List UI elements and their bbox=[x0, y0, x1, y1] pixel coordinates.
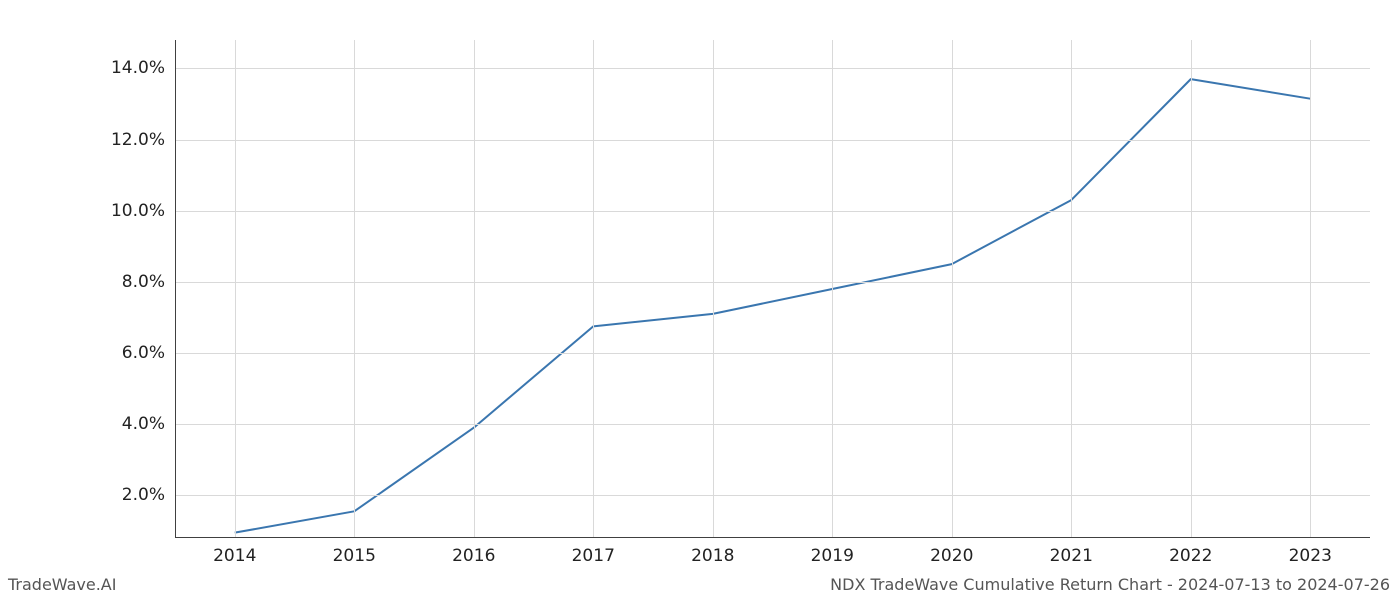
x-tick-label: 2020 bbox=[930, 538, 973, 566]
x-tick-label: 2023 bbox=[1289, 538, 1332, 566]
y-tick-label: 10.0% bbox=[111, 201, 175, 221]
axis-spine-bottom bbox=[175, 537, 1370, 538]
x-tick-label: 2022 bbox=[1169, 538, 1212, 566]
y-tick-label: 6.0% bbox=[122, 343, 175, 363]
gridline-vertical bbox=[832, 40, 833, 538]
gridline-vertical bbox=[235, 40, 236, 538]
plot-area: 2.0%4.0%6.0%8.0%10.0%12.0%14.0%201420152… bbox=[175, 40, 1370, 538]
x-tick-label: 2014 bbox=[213, 538, 256, 566]
gridline-vertical bbox=[713, 40, 714, 538]
x-tick-label: 2021 bbox=[1050, 538, 1093, 566]
gridline-vertical bbox=[354, 40, 355, 538]
x-tick-label: 2018 bbox=[691, 538, 734, 566]
chart-container: 2.0% 4.0% 6.0% 8.0% 10.0% 12.0% 14.0% 2014 2015 2… bbox=[0, 0, 1400, 600]
line-series-cumulative-return bbox=[235, 79, 1311, 533]
x-tick-label: 2017 bbox=[572, 538, 615, 566]
gridline-vertical bbox=[1310, 40, 1311, 538]
y-tick-label: 8.0% bbox=[122, 272, 175, 292]
gridline-vertical bbox=[952, 40, 953, 538]
x-tick-label: 2019 bbox=[811, 538, 854, 566]
y-tick-label: 12.0% bbox=[111, 130, 175, 150]
y-tick-label: 4.0% bbox=[122, 414, 175, 434]
gridline-vertical bbox=[1191, 40, 1192, 538]
gridline-vertical bbox=[1071, 40, 1072, 538]
gridline-vertical bbox=[593, 40, 594, 538]
footer-brand: TradeWave.AI bbox=[8, 575, 116, 594]
axis-spine-left bbox=[175, 40, 176, 538]
footer-caption: NDX TradeWave Cumulative Return Chart - … bbox=[830, 575, 1390, 594]
x-tick-label: 2015 bbox=[333, 538, 376, 566]
x-tick-label: 2016 bbox=[452, 538, 495, 566]
y-tick-label: 14.0% bbox=[111, 58, 175, 78]
y-tick-label: 2.0% bbox=[122, 485, 175, 505]
gridline-vertical bbox=[474, 40, 475, 538]
